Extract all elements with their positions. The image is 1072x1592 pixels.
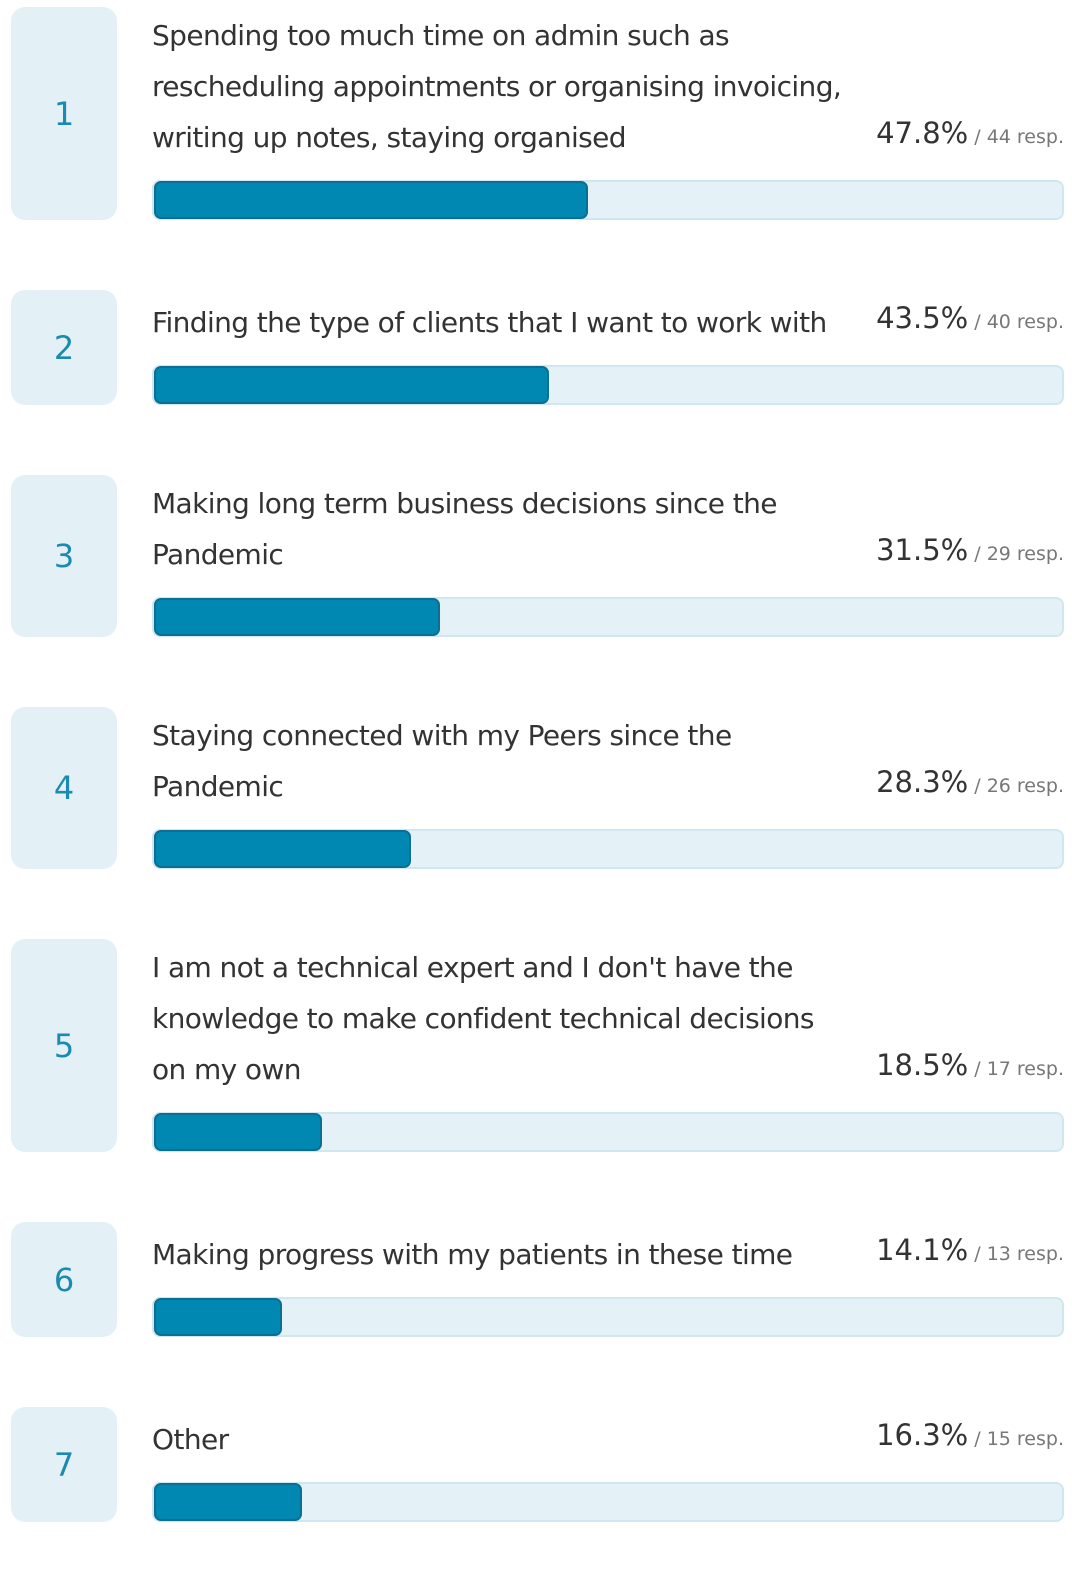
percent-block: 28.3%/ 26 resp. — [876, 757, 1064, 812]
percent-block: 14.1%/ 13 resp. — [876, 1225, 1064, 1280]
value-label: 43.5% — [876, 301, 969, 335]
response-count: / 40 resp. — [974, 311, 1064, 333]
bar — [154, 1298, 283, 1336]
result-item: 1 Spending too much time on admin such as… — [0, 7, 1072, 220]
percent-block: 47.8%/ 44 resp. — [876, 108, 1064, 163]
value-label: 16.3% — [876, 1418, 969, 1452]
label-row: Making long term business decisions sinc… — [152, 478, 1064, 580]
label-row: Finding the type of clients that I want … — [152, 293, 1064, 348]
result-body: Other 16.3%/ 15 resp. — [152, 1407, 1064, 1522]
result-item: 2 Finding the type of clients that I want… — [0, 290, 1072, 405]
bar-track — [152, 1482, 1064, 1522]
rank-number: 7 — [11, 1407, 117, 1522]
bar-track — [152, 829, 1064, 869]
bar-track — [152, 365, 1064, 405]
rank-number: 1 — [11, 7, 117, 220]
value-label: 14.1% — [876, 1233, 969, 1267]
percent-block: 43.5%/ 40 resp. — [876, 293, 1064, 348]
rank-number: 6 — [11, 1222, 117, 1337]
result-item: 5 I am not a technical expert and I don't… — [0, 939, 1072, 1152]
option-label: I am not a technical expert and I don't … — [152, 951, 815, 1086]
label-row: Staying connected with my Peers since th… — [152, 710, 1064, 812]
result-item: 4 Staying connected with my Peers since t… — [0, 707, 1072, 869]
response-count: / 26 resp. — [974, 775, 1064, 797]
result-body: I am not a technical expert and I don't … — [152, 939, 1064, 1152]
bar — [154, 598, 441, 636]
value-label: 18.5% — [876, 1048, 969, 1082]
option-label: Making long term business decisions sinc… — [152, 487, 777, 571]
value-label: 28.3% — [876, 765, 969, 799]
page: 1 Spending too much time on admin such as… — [11, 7, 1064, 1522]
bar — [154, 366, 549, 404]
result-item: 3 Making long term business decisions sin… — [0, 475, 1072, 637]
result-item: 6 Making progress with my patients in the… — [0, 1222, 1072, 1337]
response-count: / 15 resp. — [974, 1428, 1064, 1450]
bar — [154, 830, 411, 868]
percent-block: 31.5%/ 29 resp. — [876, 525, 1064, 580]
results-list: 1 Spending too much time on admin such as… — [0, 7, 1072, 1592]
rank-number: 3 — [11, 475, 117, 637]
label-row: Spending too much time on admin such as … — [152, 10, 1064, 163]
option-label: Spending too much time on admin such as … — [152, 19, 842, 154]
rank-number: 2 — [11, 290, 117, 405]
bar — [154, 181, 589, 219]
percent-block: 16.3%/ 15 resp. — [876, 1410, 1064, 1465]
response-count: / 44 resp. — [974, 126, 1064, 148]
result-body: Making progress with my patients in thes… — [152, 1222, 1064, 1337]
value-label: 31.5% — [876, 533, 969, 567]
response-count: / 13 resp. — [974, 1243, 1064, 1265]
bar-track — [152, 1297, 1064, 1337]
rank-number: 4 — [11, 707, 117, 869]
label-row: Making progress with my patients in thes… — [152, 1225, 1064, 1280]
rank-number: 5 — [11, 939, 117, 1152]
bar-track — [152, 1112, 1064, 1152]
result-body: Making long term business decisions sinc… — [152, 475, 1064, 637]
bar-track — [152, 597, 1064, 637]
percent-block: 18.5%/ 17 resp. — [876, 1040, 1064, 1095]
label-row: Other 16.3%/ 15 resp. — [152, 1410, 1064, 1465]
response-count: / 29 resp. — [974, 543, 1064, 565]
bar — [154, 1113, 322, 1151]
result-body: Staying connected with my Peers since th… — [152, 707, 1064, 869]
result-body: Finding the type of clients that I want … — [152, 290, 1064, 405]
response-count: / 17 resp. — [974, 1058, 1064, 1080]
value-label: 47.8% — [876, 116, 969, 150]
result-body: Spending too much time on admin such as … — [152, 7, 1064, 220]
bar — [154, 1483, 302, 1521]
option-label: Staying connected with my Peers since th… — [152, 719, 732, 803]
result-item: 7 Other 16.3%/ 15 resp. — [0, 1407, 1072, 1522]
bar-track — [152, 180, 1064, 220]
option-label: Finding the type of clients that I want … — [152, 306, 827, 339]
option-label: Other — [152, 1423, 229, 1456]
option-label: Making progress with my patients in thes… — [152, 1238, 793, 1271]
label-row: I am not a technical expert and I don't … — [152, 942, 1064, 1095]
